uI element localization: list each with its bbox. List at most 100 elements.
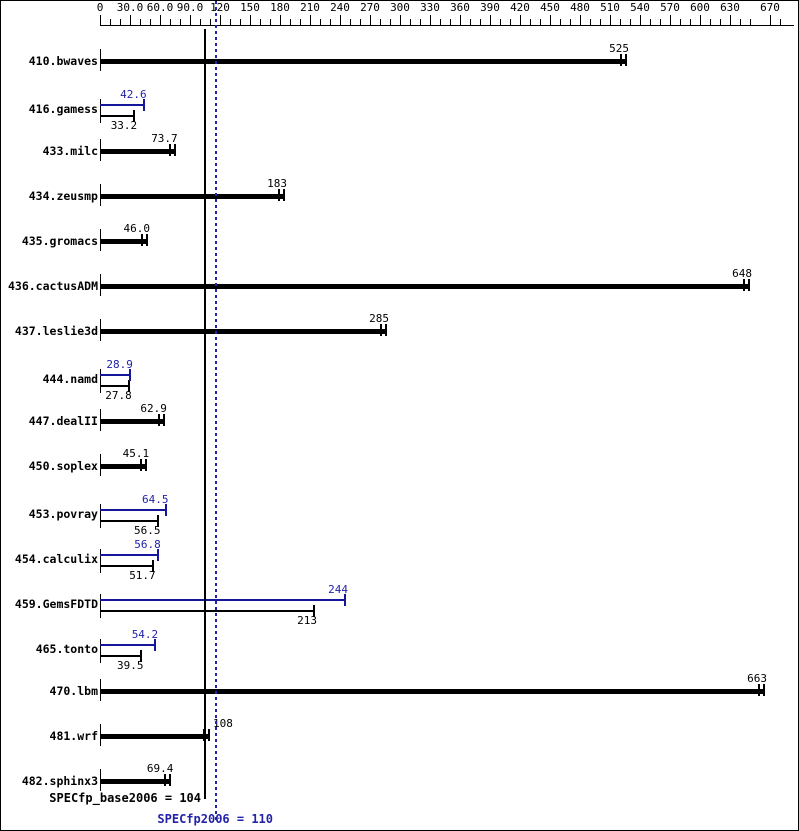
bar-base-innercap	[620, 54, 622, 66]
benchmark-row: 454.calculix 51.7 56.8	[1, 539, 798, 584]
axis-tick-label: 390	[480, 1, 500, 14]
bar-base	[100, 689, 763, 694]
axis-tick-label: 450	[540, 1, 560, 14]
row-label-416-gamess: 416.gamess	[28, 102, 98, 116]
bar-base	[100, 464, 146, 469]
axis-tick-label: 510	[600, 1, 620, 14]
benchmark-row: 465.tonto 39.5 54.2	[1, 629, 798, 674]
bar-base	[100, 385, 128, 387]
benchmark-row: 435.gromacs 46.0	[1, 222, 798, 269]
axis-minor-tick	[470, 19, 471, 25]
axis-minor-tick	[120, 19, 121, 25]
bar-base	[100, 520, 157, 522]
benchmark-row: 450.soplex 45.1	[1, 447, 798, 494]
benchmark-row: 416.gamess 33.2 42.6	[1, 88, 798, 134]
axis-major-tick	[670, 15, 671, 25]
bar-base-innercap	[141, 234, 143, 246]
axis-minor-tick	[350, 19, 351, 25]
row-axis-stub	[100, 369, 101, 393]
axis-tick-label: 630	[720, 1, 740, 14]
axis-minor-tick	[630, 19, 631, 25]
bar-base	[100, 115, 134, 117]
axis-tick-label: 300	[390, 1, 410, 14]
axis-minor-tick	[140, 19, 141, 25]
bar-base-value: 39.5	[117, 659, 144, 672]
bar-base-value: 46.0	[123, 222, 151, 235]
row-axis-stub	[100, 639, 101, 663]
bar-base-value: 183	[267, 177, 287, 190]
bar-base-endcap	[133, 110, 136, 122]
summary-peak-label: SPECfp2006 = 110	[157, 812, 273, 826]
axis-major-tick	[400, 15, 401, 25]
axis-tick-label: 60.0	[146, 1, 174, 14]
reference-line-peak	[215, 1, 217, 823]
axis-minor-tick	[360, 19, 361, 25]
bar-base-innercap	[157, 414, 160, 426]
axis-major-tick	[250, 15, 251, 25]
axis-minor-tick	[320, 19, 321, 25]
bar-base-endcap	[156, 515, 159, 527]
bar-base	[100, 284, 748, 289]
row-label-435-gromacs: 435.gromacs	[21, 234, 98, 248]
bar-base	[100, 734, 208, 739]
axis-minor-tick	[710, 19, 711, 25]
axis-minor-tick	[210, 19, 211, 25]
axis-tick-label: 240	[330, 1, 350, 14]
axis-minor-tick	[560, 19, 561, 25]
axis-major-tick	[280, 15, 281, 25]
bar-peak-endcap	[164, 504, 167, 516]
axis-tick-label: 600	[690, 1, 710, 14]
bar-peak	[100, 644, 155, 646]
row-label-410-bwaves: 410.bwaves	[28, 54, 98, 68]
axis-major-tick	[520, 15, 521, 25]
axis-major-tick	[370, 15, 371, 25]
row-label-470-lbm: 470.lbm	[49, 684, 98, 698]
row-label-481-wrf: 481.wrf	[49, 729, 98, 743]
axis-major-tick	[460, 15, 461, 25]
axis-minor-tick	[720, 19, 721, 25]
axis-tick-label: 330	[420, 1, 440, 14]
bar-peak-endcap	[142, 99, 145, 111]
benchmark-row: 470.lbm 663	[1, 673, 798, 719]
axis-tick-label: 150	[240, 1, 260, 14]
axis-baseline	[100, 25, 794, 26]
axis-minor-tick	[330, 19, 331, 25]
axis-minor-tick	[260, 19, 261, 25]
x-axis: 0 30.0 60.0 90.0 120 150 180 210 240 270 300 330 360…	[1, 1, 798, 29]
bar-peak-endcap	[156, 549, 159, 561]
row-label-482-sphinx3: 482.sphinx3	[21, 774, 98, 788]
bar-peak-value: 42.6	[120, 88, 147, 101]
bar-base	[100, 419, 163, 424]
bar-base	[100, 239, 146, 244]
row-label-453-povray: 453.povray	[28, 507, 98, 521]
axis-minor-tick	[170, 19, 171, 25]
benchmark-row: 433.milc 73.7	[1, 133, 798, 179]
axis-tick-label: 670	[760, 1, 780, 14]
bar-base-innercap	[278, 189, 280, 201]
bar-peak	[100, 104, 143, 106]
axis-minor-tick	[410, 19, 411, 25]
axis-minor-tick	[380, 19, 381, 25]
axis-minor-tick	[450, 19, 451, 25]
bar-peak	[100, 599, 344, 601]
bar-base-value: 45.1	[122, 447, 150, 460]
axis-major-tick	[220, 15, 221, 25]
bar-base-innercap	[380, 324, 382, 336]
benchmark-row: 436.cactusADM 648	[1, 268, 798, 314]
row-axis-stub	[100, 99, 101, 123]
bar-base-endcap	[625, 54, 627, 66]
axis-major-tick	[580, 15, 581, 25]
axis-major-tick	[100, 15, 101, 25]
axis-minor-tick	[620, 19, 621, 25]
bar-base-endcap	[173, 144, 176, 156]
axis-tick-label: 210	[300, 1, 320, 14]
axis-tick-label: 30.0	[116, 1, 144, 14]
bar-base-value: 525	[609, 42, 629, 55]
axis-minor-tick	[570, 19, 571, 25]
bar-base-value: 285	[369, 312, 389, 325]
axis-minor-tick	[390, 19, 391, 25]
axis-minor-tick	[590, 19, 591, 25]
axis-minor-tick	[440, 19, 441, 25]
axis-minor-tick	[680, 19, 681, 25]
